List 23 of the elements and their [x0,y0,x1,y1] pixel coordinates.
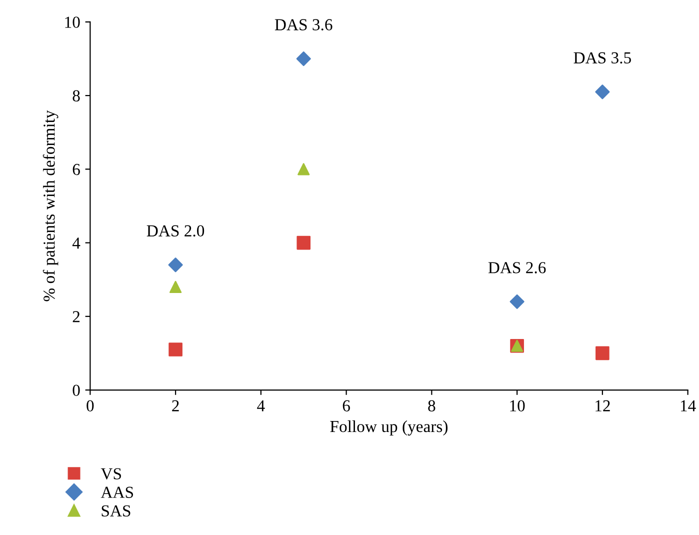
x-tick-label: 12 [596,400,610,412]
legend-label: AAS [100,486,133,498]
y-tick-label: 0 [72,384,80,396]
x-tick-label: 0 [86,400,94,412]
y-tick-label: 8 [72,90,80,102]
legend-label: VS [100,468,121,480]
y-tick-label: 4 [72,238,80,249]
y-axis-title: % of patients with deformity [42,110,58,302]
y-tick-label: 6 [72,164,80,176]
x-axis-title: Follow up (years) [330,420,448,436]
y-tick-label: 10 [65,16,80,28]
annotation: DAS 3.5 [574,52,631,64]
y-tick-label: 2 [72,311,80,322]
x-tick-label: 2 [172,400,179,412]
x-tick-label: 6 [342,400,350,412]
annotation: DAS 3.6 [274,19,332,30]
annotation: DAS 2.6 [488,262,546,274]
annotation: DAS 2.0 [146,225,204,237]
x-tick-label: 8 [428,400,436,412]
x-tick-label: 4 [257,400,265,412]
legend-label: SAS [102,505,130,517]
x-tick-label: 14 [680,400,696,412]
x-tick-label: 10 [510,400,525,412]
